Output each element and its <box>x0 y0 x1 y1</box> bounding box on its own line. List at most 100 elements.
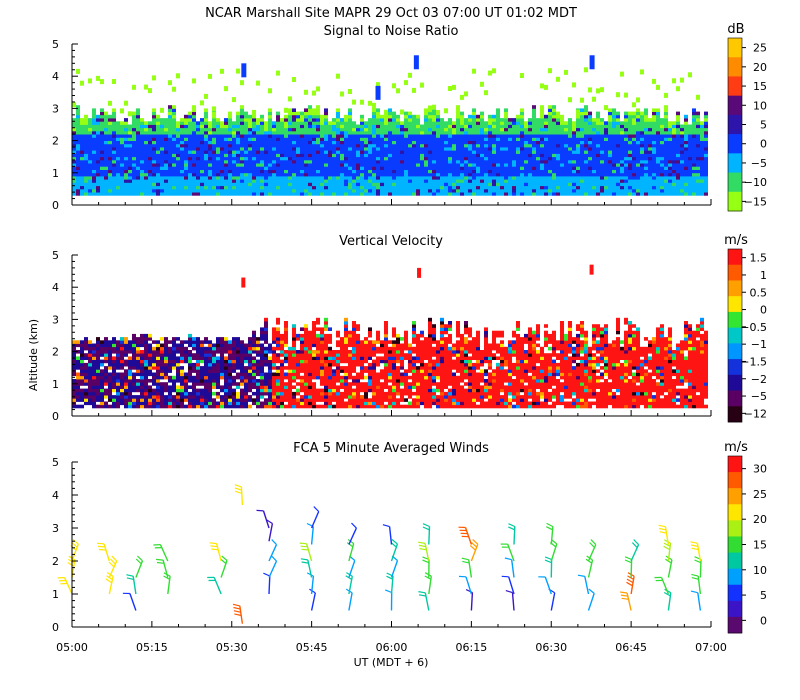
heat-cell <box>124 353 128 357</box>
heat-cell <box>144 188 148 193</box>
heat-cell <box>152 404 156 409</box>
heat-cell <box>212 356 216 360</box>
heat-cell <box>396 192 400 196</box>
heat-cell <box>180 166 184 170</box>
heat-cell <box>336 73 340 79</box>
heat-cell <box>676 124 680 129</box>
heat-cell <box>372 169 376 174</box>
heat-cell <box>468 176 472 180</box>
heat-cell <box>136 346 140 351</box>
heat-cell <box>164 143 168 148</box>
heat-cell <box>528 127 532 132</box>
heat-cell <box>304 111 308 116</box>
heat-cell <box>208 353 212 357</box>
heat-cell <box>84 375 88 380</box>
heat-cell <box>284 143 288 148</box>
heat-cell <box>652 130 656 135</box>
heat-cell <box>528 172 532 177</box>
heat-cell <box>232 172 236 177</box>
heat-cell <box>276 159 280 164</box>
heat-cell <box>512 156 516 161</box>
heat-cell <box>696 143 700 148</box>
heat-cell <box>616 182 620 187</box>
heat-cell <box>488 118 492 122</box>
heat-cell <box>96 172 100 177</box>
heat-cell <box>692 176 696 180</box>
heat-cell <box>208 188 212 193</box>
heat-cell <box>212 159 216 164</box>
heat-cell <box>204 153 208 158</box>
heat-cell <box>636 124 640 129</box>
heat-cell <box>224 382 228 386</box>
heat-cell <box>316 169 320 174</box>
heat-cell <box>484 134 488 138</box>
heat-cell <box>120 366 124 370</box>
heat-cell <box>436 130 440 135</box>
heat-cell <box>568 97 572 103</box>
heat-cell <box>456 163 460 167</box>
heat-cell <box>588 185 592 190</box>
heat-cell <box>404 179 408 183</box>
heat-cell <box>220 356 224 360</box>
heat-cell <box>608 118 612 122</box>
heat-cell <box>88 118 92 122</box>
heat-cell <box>224 346 228 351</box>
heat-cell <box>268 127 272 132</box>
heat-cell <box>484 130 488 135</box>
heat-cell <box>412 179 416 183</box>
heat-cell <box>104 188 108 193</box>
heat-cell <box>108 379 112 383</box>
heat-cell <box>228 359 232 364</box>
heat-cell <box>668 176 672 180</box>
heat-cell <box>616 169 620 174</box>
heat-cell <box>244 121 248 125</box>
heat-cell <box>384 163 388 167</box>
heat-cell <box>632 176 636 180</box>
heat-cell <box>168 388 172 393</box>
heat-cell <box>80 121 84 125</box>
heat-cell <box>92 343 96 348</box>
heat-cell <box>92 169 96 174</box>
heat-cell <box>204 118 208 122</box>
heat-cell <box>136 182 140 187</box>
heat-cell <box>156 188 160 193</box>
heat-cell <box>216 140 220 145</box>
heat-cell <box>196 185 200 190</box>
heat-cell <box>160 185 164 190</box>
heat-cell <box>176 121 180 125</box>
heat-cell <box>324 185 328 190</box>
heat-cell <box>660 169 664 174</box>
heat-cell <box>156 398 160 402</box>
heat-cell <box>224 362 228 367</box>
heat-cell <box>384 156 388 161</box>
heat-cell <box>132 172 136 177</box>
heat-cell <box>536 137 540 141</box>
heat-cell <box>680 77 684 83</box>
heat-cell <box>180 353 184 357</box>
heat-cell <box>620 143 624 148</box>
heat-cell <box>564 147 568 151</box>
heat-cell <box>208 395 212 399</box>
heat-cell <box>212 134 216 138</box>
heat-cell <box>224 118 228 122</box>
heat-cell <box>96 350 100 354</box>
heat-cell <box>176 185 180 190</box>
heat-cell <box>652 147 656 151</box>
heat-cell <box>604 134 608 138</box>
heat-cell <box>112 137 116 141</box>
heat-cell <box>148 121 152 125</box>
heat-cell <box>96 185 100 190</box>
heat-cell <box>612 163 616 167</box>
heat-cell <box>164 343 168 348</box>
heat-cell <box>112 114 116 119</box>
heat-cell <box>136 127 140 132</box>
heat-cell <box>244 130 248 135</box>
heat-cell <box>356 140 360 145</box>
heat-cell <box>472 163 476 167</box>
heat-cell <box>300 127 304 132</box>
heat-cell <box>224 172 228 177</box>
heat-cell <box>648 156 652 161</box>
heat-cell <box>424 111 428 116</box>
heat-cell <box>356 192 360 196</box>
heat-cell <box>600 118 604 122</box>
